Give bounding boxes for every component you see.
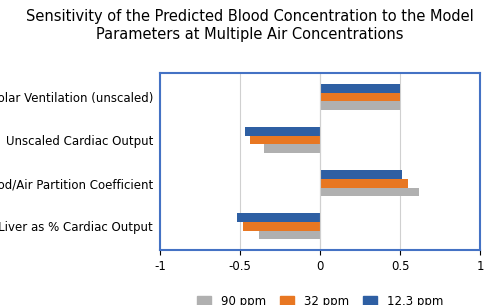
Bar [237,214,320,222]
Bar [320,84,400,93]
Bar [320,101,400,110]
Bar [245,127,320,136]
Text: Sensitivity of the Predicted Blood Concentration to the Model
Parameters at Mult: Sensitivity of the Predicted Blood Conce… [26,9,474,41]
Bar [250,136,320,144]
Legend: 90 ppm, 32 ppm, 12.3 ppm: 90 ppm, 32 ppm, 12.3 ppm [197,295,443,305]
Bar [320,170,402,179]
Bar [320,188,419,196]
Bar [259,231,320,239]
Bar [320,93,400,101]
Bar [264,144,320,153]
Bar [320,179,408,188]
Bar [243,222,320,231]
